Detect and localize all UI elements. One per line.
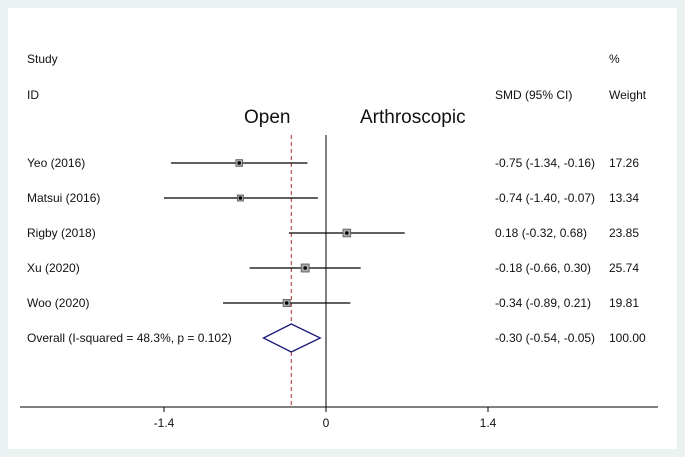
x-tick-label: 0 — [323, 416, 330, 430]
study-weight: 13.34 — [609, 191, 640, 205]
overall-weight: 100.00 — [609, 331, 646, 345]
study-name: Woo (2020) — [27, 296, 90, 310]
study-name: Yeo (2016) — [27, 156, 86, 170]
study-ci: -0.34 (-0.89, 0.21) — [495, 296, 592, 310]
direction-right-label: Arthroscopic — [360, 107, 466, 128]
overall-name: Overall (I-squared = 48.3%, p = 0.102) — [27, 331, 232, 345]
direction-left-label: Open — [244, 107, 291, 128]
study-name: Xu (2020) — [27, 261, 80, 275]
study-name: Rigby (2018) — [27, 226, 96, 240]
header-study: Study — [27, 52, 58, 66]
study-point — [237, 161, 242, 165]
header-weight: Weight — [609, 88, 647, 102]
study-ci: -0.18 (-0.66, 0.30) — [495, 261, 592, 275]
x-tick-label: 1.4 — [480, 416, 497, 430]
study-point — [238, 196, 243, 200]
header-percent: % — [609, 52, 620, 66]
overall-diamond — [262, 323, 322, 353]
overall-ci: -0.30 (-0.54, -0.05) — [495, 331, 596, 345]
forest-plot: Study ID SMD (95% CI) % Weight Open Arth… — [8, 8, 677, 449]
study-name: Matsui (2016) — [27, 191, 101, 205]
study-ci: 0.18 (-0.32, 0.68) — [495, 226, 588, 240]
study-point — [303, 266, 307, 270]
header-id: ID — [27, 88, 39, 102]
plot-area: -1.4 0 1.4 — [20, 135, 658, 430]
study-weight: 25.74 — [609, 261, 640, 275]
study-ci: -0.74 (-1.40, -0.07) — [495, 191, 596, 205]
study-ci: -0.75 (-1.34, -0.16) — [495, 156, 596, 170]
x-tick-label: -1.4 — [154, 416, 175, 430]
study-weight: 17.26 — [609, 156, 640, 170]
study-point — [345, 231, 349, 235]
header-smd: SMD (95% CI) — [495, 88, 573, 102]
study-weight: 19.81 — [609, 296, 640, 310]
study-weight: 23.85 — [609, 226, 640, 240]
study-point — [284, 301, 289, 305]
